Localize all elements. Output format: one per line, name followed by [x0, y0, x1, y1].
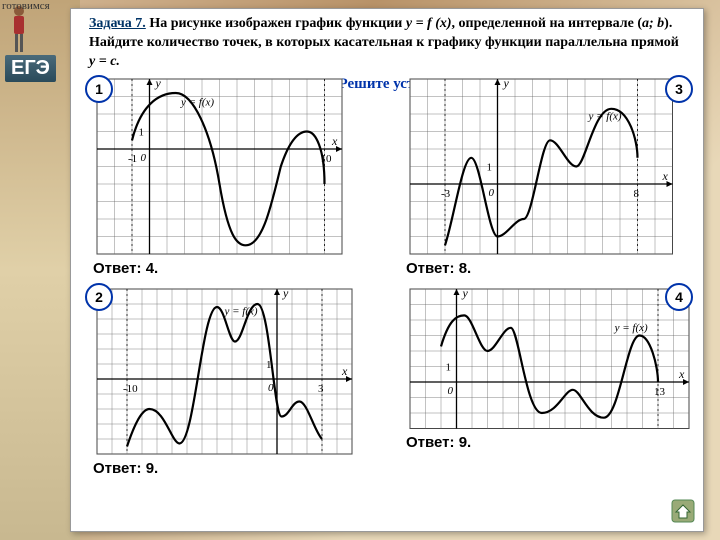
svg-text:y: y	[503, 76, 510, 90]
answer-text: Ответ: 8.	[406, 260, 695, 277]
chart-number-badge: 4	[665, 283, 693, 311]
svg-text:-10: -10	[123, 383, 138, 395]
chart-panel-3: 3 0 x y -3 8 1 y = f(x) Ответ: 8.	[392, 73, 695, 277]
content-card: Задача 7. На рисунке изображен график фу…	[70, 8, 704, 532]
svg-text:y = f(x): y = f(x)	[180, 96, 214, 108]
svg-text:y: y	[155, 76, 162, 90]
svg-text:0: 0	[141, 152, 147, 164]
answer-text: Ответ: 4.	[93, 260, 382, 277]
svg-text:x: x	[331, 134, 338, 148]
svg-text:y = f(x): y = f(x)	[588, 110, 622, 122]
chart-number-badge: 2	[85, 283, 113, 311]
function-graph-4: 0 x y 13 1 y = f(x)	[392, 283, 693, 433]
chart-panel-4: 4 0 x y 13 1 y = f(x) Ответ: 9.	[392, 283, 695, 487]
problem-label: Задача 7.	[89, 16, 146, 31]
problem-statement: Задача 7. На рисунке изображен график фу…	[89, 15, 685, 72]
function-graph-1: 0xy-1101y = f(x)	[79, 73, 346, 258]
svg-text:x: x	[678, 367, 685, 381]
svg-text:1: 1	[446, 361, 452, 373]
chart-number-badge: 3	[665, 75, 693, 103]
ege-logo: ЕГЭ	[5, 55, 56, 82]
svg-text:y: y	[462, 286, 469, 300]
chart-panel-2: 2 0xy-1031y = f(x) Ответ: 9.	[79, 283, 382, 487]
svg-text:0: 0	[448, 385, 454, 397]
svg-text:13: 13	[654, 386, 666, 398]
bg-heading-text: готовимся	[2, 0, 50, 12]
answer-text: Ответ: 9.	[93, 460, 382, 477]
person-icon	[8, 5, 30, 55]
chart-number-badge: 1	[85, 75, 113, 103]
chart-panel-1: 1 0xy-1101y = f(x) Ответ: 4.	[79, 73, 382, 277]
function-graph-3: 0 x y -3 8 1 y = f(x)	[392, 73, 677, 258]
svg-text:y: y	[282, 286, 289, 300]
svg-text:1: 1	[487, 161, 493, 173]
svg-text:-1: -1	[128, 153, 137, 165]
svg-text:3: 3	[318, 383, 324, 395]
svg-text:y = f(x): y = f(x)	[224, 305, 258, 317]
svg-text:0: 0	[489, 187, 495, 199]
svg-text:1: 1	[139, 126, 145, 138]
home-icon[interactable]	[671, 499, 695, 523]
answer-text: Ответ: 9.	[406, 434, 695, 451]
svg-text:x: x	[662, 169, 669, 183]
function-graph-2: 0xy-1031y = f(x)	[79, 283, 356, 458]
charts-grid: 1 0 x y -1 1 0 1 y = f(x) Ответ: 4. 3 0 x y -3 8 1 y …	[79, 73, 695, 487]
svg-text:8: 8	[634, 188, 640, 200]
svg-text:y = f(x): y = f(x)	[614, 322, 648, 334]
svg-text:x: x	[341, 364, 348, 378]
svg-text:-3: -3	[441, 188, 451, 200]
